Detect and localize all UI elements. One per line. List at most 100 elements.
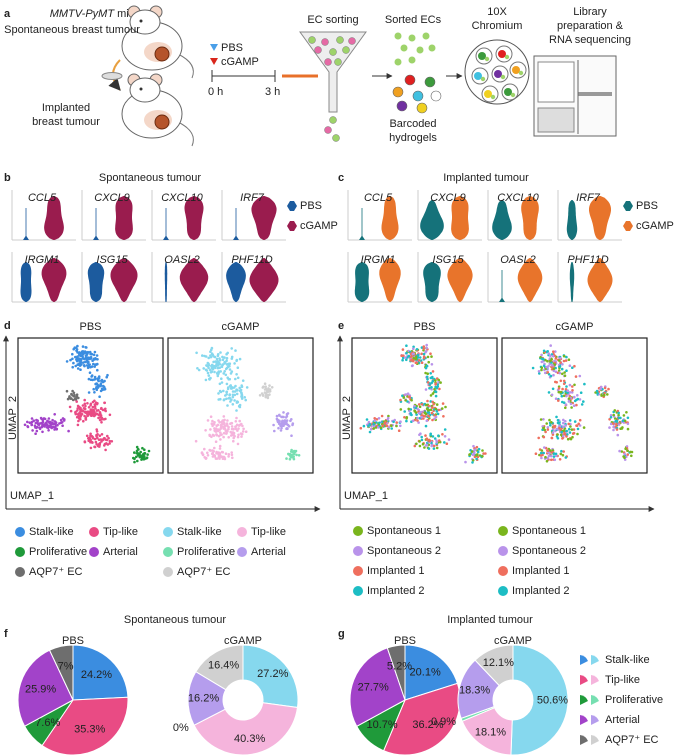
umap-dot [102, 384, 105, 388]
umap-dot [212, 434, 216, 437]
umap-dot [376, 426, 380, 429]
violin-pbs [233, 208, 239, 240]
umap-dot [566, 391, 569, 395]
pie-label: 20.1% [410, 666, 441, 678]
umap-dot [416, 419, 419, 422]
legend-marker [580, 655, 588, 665]
legend-label: Stalk-like [29, 526, 74, 538]
hydrogel [430, 90, 442, 102]
legend-label: Implanted 2 [512, 585, 569, 597]
umap-dot [278, 420, 281, 424]
umap-dot [559, 390, 563, 394]
umap-dot [83, 414, 86, 418]
umap-dot [214, 430, 217, 433]
legend-label: cGAMP [300, 220, 338, 232]
umap-dot [539, 355, 542, 359]
step-label: Barcoded [389, 118, 436, 130]
umap-dot [225, 356, 229, 360]
legend-label: Proliferative [177, 546, 235, 558]
umap-dot [577, 422, 580, 426]
umap-dot [395, 421, 399, 424]
umap-dot [75, 400, 78, 403]
umap-dot [288, 452, 292, 456]
umap-dot [429, 433, 432, 437]
umap-dot [270, 386, 274, 389]
umap-dot [288, 457, 292, 461]
umap-dot [565, 429, 568, 433]
umap-dot [81, 354, 84, 358]
sorted-cell [416, 46, 424, 54]
umap-dot [30, 423, 33, 427]
umap-title: cGAMP [222, 321, 260, 333]
umap-dot [562, 359, 566, 363]
umap-dot [100, 421, 103, 424]
umap-dot [225, 397, 228, 401]
umap-dot [201, 354, 204, 357]
umap-dot [244, 430, 248, 434]
umap-dot [96, 386, 100, 389]
violin-pbs [566, 200, 578, 240]
umap-dot [433, 437, 437, 440]
umap-dot [69, 358, 72, 362]
umap-dot [547, 391, 551, 394]
droplet-bead [474, 72, 482, 80]
umap-dot [550, 454, 553, 458]
umap-dot [551, 431, 555, 435]
umap-dot [89, 352, 92, 355]
umap-dot [235, 389, 239, 392]
umap-dot [613, 417, 617, 420]
umap-dot [103, 436, 106, 440]
umap-dot [279, 429, 283, 432]
umap-dot [51, 422, 55, 426]
umap-dot [552, 369, 556, 373]
umap-dot [538, 372, 541, 375]
umap-dot [575, 424, 578, 427]
umap-dot [204, 429, 207, 432]
umap-dot [561, 387, 564, 391]
umap-dot [422, 417, 425, 420]
umap-dot [71, 394, 74, 397]
umap-dot [552, 367, 556, 371]
umap-dot [79, 410, 82, 414]
legend-marker [580, 675, 588, 685]
violin-cgamp [115, 196, 133, 240]
umap-dot [43, 425, 46, 428]
umap-dot [433, 417, 436, 421]
umap-dot [35, 429, 39, 433]
umap-dot [209, 371, 213, 374]
umap-dot [437, 378, 440, 382]
legend-marker [591, 695, 599, 705]
umap-dot [552, 373, 555, 377]
umap-dot [405, 416, 409, 419]
umap-dot [88, 411, 91, 415]
umap-title: PBS [79, 321, 101, 333]
step-label: preparation & [557, 20, 624, 32]
umap-dot [196, 367, 199, 370]
umap-dot [59, 418, 63, 422]
umap-dot [473, 451, 476, 455]
umap-dot [367, 420, 371, 424]
umap-dot [418, 440, 421, 443]
umap-dot [362, 424, 366, 428]
umap-dot [565, 435, 568, 438]
umap-dot [542, 418, 545, 421]
mouse-eye [139, 19, 143, 23]
umap-dot [264, 395, 268, 399]
umap-dot [282, 411, 285, 414]
umap-dot [422, 356, 426, 360]
umap-dot [133, 460, 136, 464]
umap-dot [213, 455, 217, 458]
umap-dot [557, 399, 560, 402]
umap-dot [93, 350, 97, 354]
umap-dot [582, 400, 585, 403]
violin-cgamp [251, 196, 277, 240]
umap-dot [612, 428, 615, 432]
legend-label: Stalk-like [605, 654, 650, 666]
umap-dot [555, 427, 559, 431]
umap-dot [102, 418, 106, 421]
umap-dot [289, 419, 292, 423]
umap-dot [230, 421, 234, 425]
umap-dot [617, 423, 621, 426]
umap-dot [431, 435, 435, 438]
umap-dot [425, 346, 429, 350]
